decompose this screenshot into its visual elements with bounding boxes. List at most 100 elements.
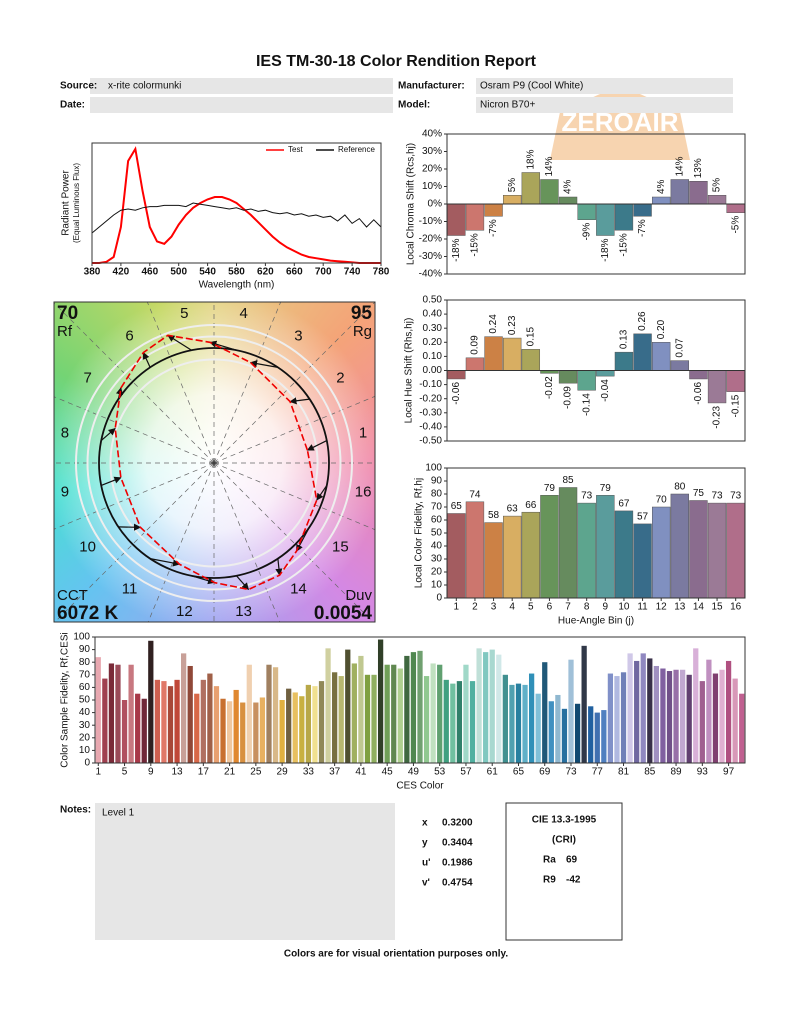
value-label: 0.26 xyxy=(637,311,648,331)
value-label: -0.04 xyxy=(600,379,611,402)
chroma-value: 0.3200 xyxy=(442,818,473,829)
value-label: 73 xyxy=(730,491,742,502)
value-label: -18% xyxy=(451,238,462,261)
bar xyxy=(358,655,364,763)
bar xyxy=(450,683,456,763)
x-tick-label: 1 xyxy=(454,602,460,613)
notes-box xyxy=(95,803,395,940)
bin-boundary xyxy=(146,302,215,464)
bin-boundary xyxy=(213,302,375,464)
bin-label: 10 xyxy=(79,538,96,555)
bar xyxy=(404,655,410,763)
bin-label: 13 xyxy=(235,603,252,620)
bar xyxy=(220,698,226,763)
chroma-label: v' xyxy=(422,878,430,889)
bar xyxy=(588,706,594,763)
value-label: 18% xyxy=(525,149,536,169)
bin-boundary xyxy=(54,396,215,464)
bar xyxy=(135,693,141,763)
y-tick-label: 0.00 xyxy=(423,365,443,376)
y-tick-label: 80 xyxy=(431,489,443,500)
cri-title: CIE 13.3-1995 xyxy=(532,815,597,826)
bar xyxy=(666,671,673,763)
bar xyxy=(484,203,503,217)
y-tick-label: 90 xyxy=(431,476,443,487)
x-tick-label: 580 xyxy=(228,267,245,278)
x-tick-label: 21 xyxy=(224,767,236,778)
x-tick-label: 57 xyxy=(460,767,472,778)
x-axis-label: Hue-Angle Bin (j) xyxy=(558,616,634,627)
x-tick-label: 1 xyxy=(96,767,102,778)
r9-label: R9 xyxy=(543,875,556,886)
bar xyxy=(707,195,727,205)
bar xyxy=(447,513,466,599)
y-tick-label: 10 xyxy=(79,745,91,756)
x-tick-label: 620 xyxy=(257,267,274,278)
bar xyxy=(670,360,690,371)
bin-boundary xyxy=(147,462,215,622)
report-title: IES TM-30-18 Color Rendition Report xyxy=(256,53,537,70)
bar xyxy=(240,702,246,763)
bar xyxy=(181,653,187,763)
bin-boundary xyxy=(54,462,215,622)
guide-circle xyxy=(86,335,342,591)
bin-label: 15 xyxy=(332,538,349,555)
bar xyxy=(121,700,128,763)
y-tick-label: -0.50 xyxy=(419,436,442,447)
bar xyxy=(187,665,193,763)
legend-label: Reference xyxy=(338,145,375,154)
bar xyxy=(423,676,430,763)
bin-label: 7 xyxy=(83,370,91,387)
bar xyxy=(207,673,213,763)
shift-arrow xyxy=(167,334,192,351)
shift-arrow xyxy=(249,360,278,368)
y-axis-label: Local Color Fidelity, Rf,hj xyxy=(414,478,425,588)
bar xyxy=(596,203,615,236)
plot-frame xyxy=(91,142,382,264)
value-label: 0.23 xyxy=(507,315,518,335)
x-tick-label: 65 xyxy=(513,767,525,778)
shift-arrow xyxy=(289,397,310,405)
y-tick-label: -10% xyxy=(419,216,442,227)
y-axis-label: Color Sample Fidelity, Rf,CESi xyxy=(60,632,71,767)
y-tick-label: 80 xyxy=(79,657,91,668)
value-label: 0.20 xyxy=(656,319,667,339)
x-tick-label: 5 xyxy=(528,602,534,613)
value-label: -18% xyxy=(600,238,611,261)
field-label: Date: xyxy=(60,100,85,111)
x-tick-label: 5 xyxy=(122,767,128,778)
bin-label: 14 xyxy=(290,580,307,597)
x-tick-label: 81 xyxy=(618,767,630,778)
x-tick-label: 73 xyxy=(565,767,577,778)
bar xyxy=(465,501,485,599)
bar xyxy=(577,370,596,391)
bar xyxy=(496,654,502,763)
bar xyxy=(577,502,596,599)
bar xyxy=(673,669,679,763)
y-tick-label: 30% xyxy=(422,146,442,157)
value-label: 79 xyxy=(600,483,612,494)
x-tick-label: 13 xyxy=(172,767,184,778)
y-tick-label: 100 xyxy=(73,632,90,643)
x-tick-label: 420 xyxy=(113,267,130,278)
series-line xyxy=(91,202,382,234)
bar xyxy=(614,351,634,371)
bin-label: 4 xyxy=(239,305,247,322)
value-label: 57 xyxy=(637,512,649,523)
bin-label: 6 xyxy=(125,328,133,345)
shift-arrow xyxy=(100,427,116,442)
chroma-label: x xyxy=(422,818,428,829)
bar xyxy=(194,693,200,763)
bar xyxy=(364,674,371,763)
x-tick-label: 89 xyxy=(670,767,682,778)
bar xyxy=(102,678,108,763)
bar xyxy=(128,664,134,763)
value-label: 0.09 xyxy=(470,335,481,355)
x-tick-label: 660 xyxy=(286,267,303,278)
bar xyxy=(108,663,115,763)
bar xyxy=(726,502,745,599)
bar xyxy=(167,686,174,763)
bar xyxy=(725,660,732,763)
